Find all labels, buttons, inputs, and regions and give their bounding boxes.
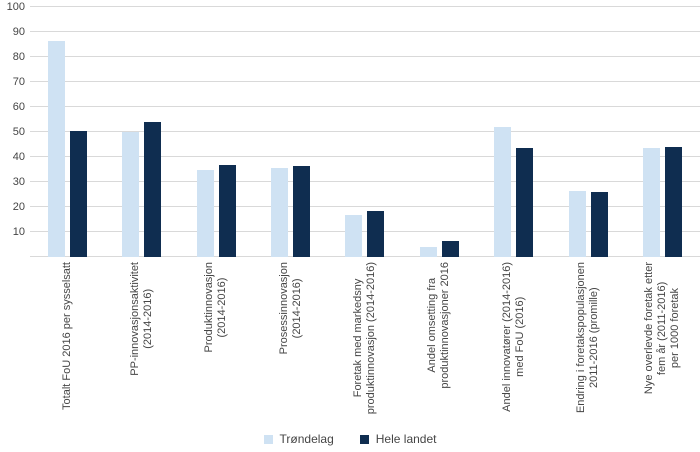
x-label-cell-6: Andel omsetting fra produktinnovasjoner … <box>402 262 476 428</box>
x-label-cell-8: Endring i foretakspopulasjonen 2011-2016… <box>551 262 625 428</box>
legend-label: Hele landet <box>375 432 437 446</box>
legend-swatch-icon <box>359 434 369 444</box>
y-tick-20: 20 <box>12 201 25 213</box>
x-label-1: Totalt FoU 2016 per sysselsatt <box>60 262 73 410</box>
bar-group-1 <box>30 7 104 257</box>
y-tick-70: 70 <box>12 76 25 88</box>
gridline-20 <box>30 206 700 207</box>
x-label-cell-5: Foretak med markedsny produktinnovasjon … <box>328 262 402 428</box>
bar-hele-landet-1 <box>69 130 87 257</box>
bar-group-4 <box>253 7 327 257</box>
gridline-90 <box>30 31 700 32</box>
x-label-cell-4: Prosessinnovasjon (2014-2016) <box>253 262 327 428</box>
legend-label: Trøndelag <box>279 432 334 446</box>
legend-item-trondelag: Trøndelag <box>263 432 334 446</box>
gridline-60 <box>30 106 700 107</box>
bar-trondelag-3 <box>196 169 214 257</box>
bar-hele-landet-9 <box>665 147 683 257</box>
plot-area <box>30 6 700 257</box>
bar-group-2 <box>104 7 178 257</box>
y-tick-100: 100 <box>6 1 25 13</box>
x-label-4: Prosessinnovasjon (2014-2016) <box>277 262 303 355</box>
bar-hele-landet-2 <box>144 122 162 257</box>
x-label-cell-1: Totalt FoU 2016 per sysselsatt <box>30 262 104 428</box>
bar-group-5 <box>328 7 402 257</box>
x-label-8: Endring i foretakspopulasjonen 2011-2016… <box>575 262 601 414</box>
bar-hele-landet-3 <box>218 164 236 257</box>
bar-trondelag-4 <box>271 168 289 257</box>
x-label-cell-2: PP-innovasjonsaktivitet (2014-2016) <box>104 262 178 428</box>
x-label-5: Foretak med markedsny produktinnovasjon … <box>351 262 377 415</box>
bar-hele-landet-8 <box>590 192 608 257</box>
bar-group-3 <box>179 7 253 257</box>
bar-group-9 <box>626 7 700 257</box>
bar-trondelag-6 <box>419 247 437 257</box>
bar-trondelag-5 <box>345 214 363 257</box>
bar-trondelag-9 <box>643 148 661 257</box>
bar-hele-landet-5 <box>367 210 385 257</box>
bar-hele-landet-4 <box>293 165 311 257</box>
gridline-10 <box>30 231 700 232</box>
x-label-cell-9: Nye overlevde foretak etter fem år (2011… <box>626 262 700 428</box>
y-tick-90: 90 <box>12 26 25 38</box>
y-tick-30: 30 <box>12 176 25 188</box>
gridline-100 <box>30 6 700 7</box>
gridline-30 <box>30 181 700 182</box>
y-tick-80: 80 <box>12 51 25 63</box>
gridline-40 <box>30 156 700 157</box>
y-tick-10: 10 <box>12 226 25 238</box>
bar-trondelag-8 <box>568 190 586 257</box>
gridline-0 <box>30 256 700 257</box>
legend-swatch-icon <box>263 434 273 444</box>
y-tick-40: 40 <box>12 151 25 163</box>
bar-group-8 <box>551 7 625 257</box>
gridline-50 <box>30 131 700 132</box>
gridline-80 <box>30 56 700 57</box>
x-label-cell-7: Andel innovatører (2014-2016) med FoU (2… <box>477 262 551 428</box>
bar-trondelag-7 <box>494 127 512 257</box>
bar-trondelag-2 <box>122 132 140 257</box>
x-axis-labels: Totalt FoU 2016 per sysselsatt PP-innovas… <box>30 262 700 428</box>
x-label-7: Andel innovatører (2014-2016) med FoU (2… <box>500 262 526 412</box>
y-tick-60: 60 <box>12 101 25 113</box>
x-label-3: Produktinnovasjon (2014-2016) <box>203 262 229 353</box>
legend-item-hele-landet: Hele landet <box>359 432 437 446</box>
gridline-70 <box>30 81 700 82</box>
bar-groups <box>30 7 700 257</box>
bar-hele-landet-7 <box>516 148 534 257</box>
y-tick-50: 50 <box>12 126 25 138</box>
bar-group-6 <box>402 7 476 257</box>
x-label-6: Andel omsetting fra produktinnovasjoner … <box>426 262 452 389</box>
legend: Trøndelag Hele landet <box>0 432 700 446</box>
x-label-9: Nye overlevde foretak etter fem år (2011… <box>643 262 682 395</box>
bar-hele-landet-6 <box>441 240 459 257</box>
x-label-cell-3: Produktinnovasjon (2014-2016) <box>179 262 253 428</box>
x-label-2: PP-innovasjonsaktivitet (2014-2016) <box>128 262 154 376</box>
bar-group-7 <box>477 7 551 257</box>
bar-trondelag-1 <box>47 40 65 257</box>
